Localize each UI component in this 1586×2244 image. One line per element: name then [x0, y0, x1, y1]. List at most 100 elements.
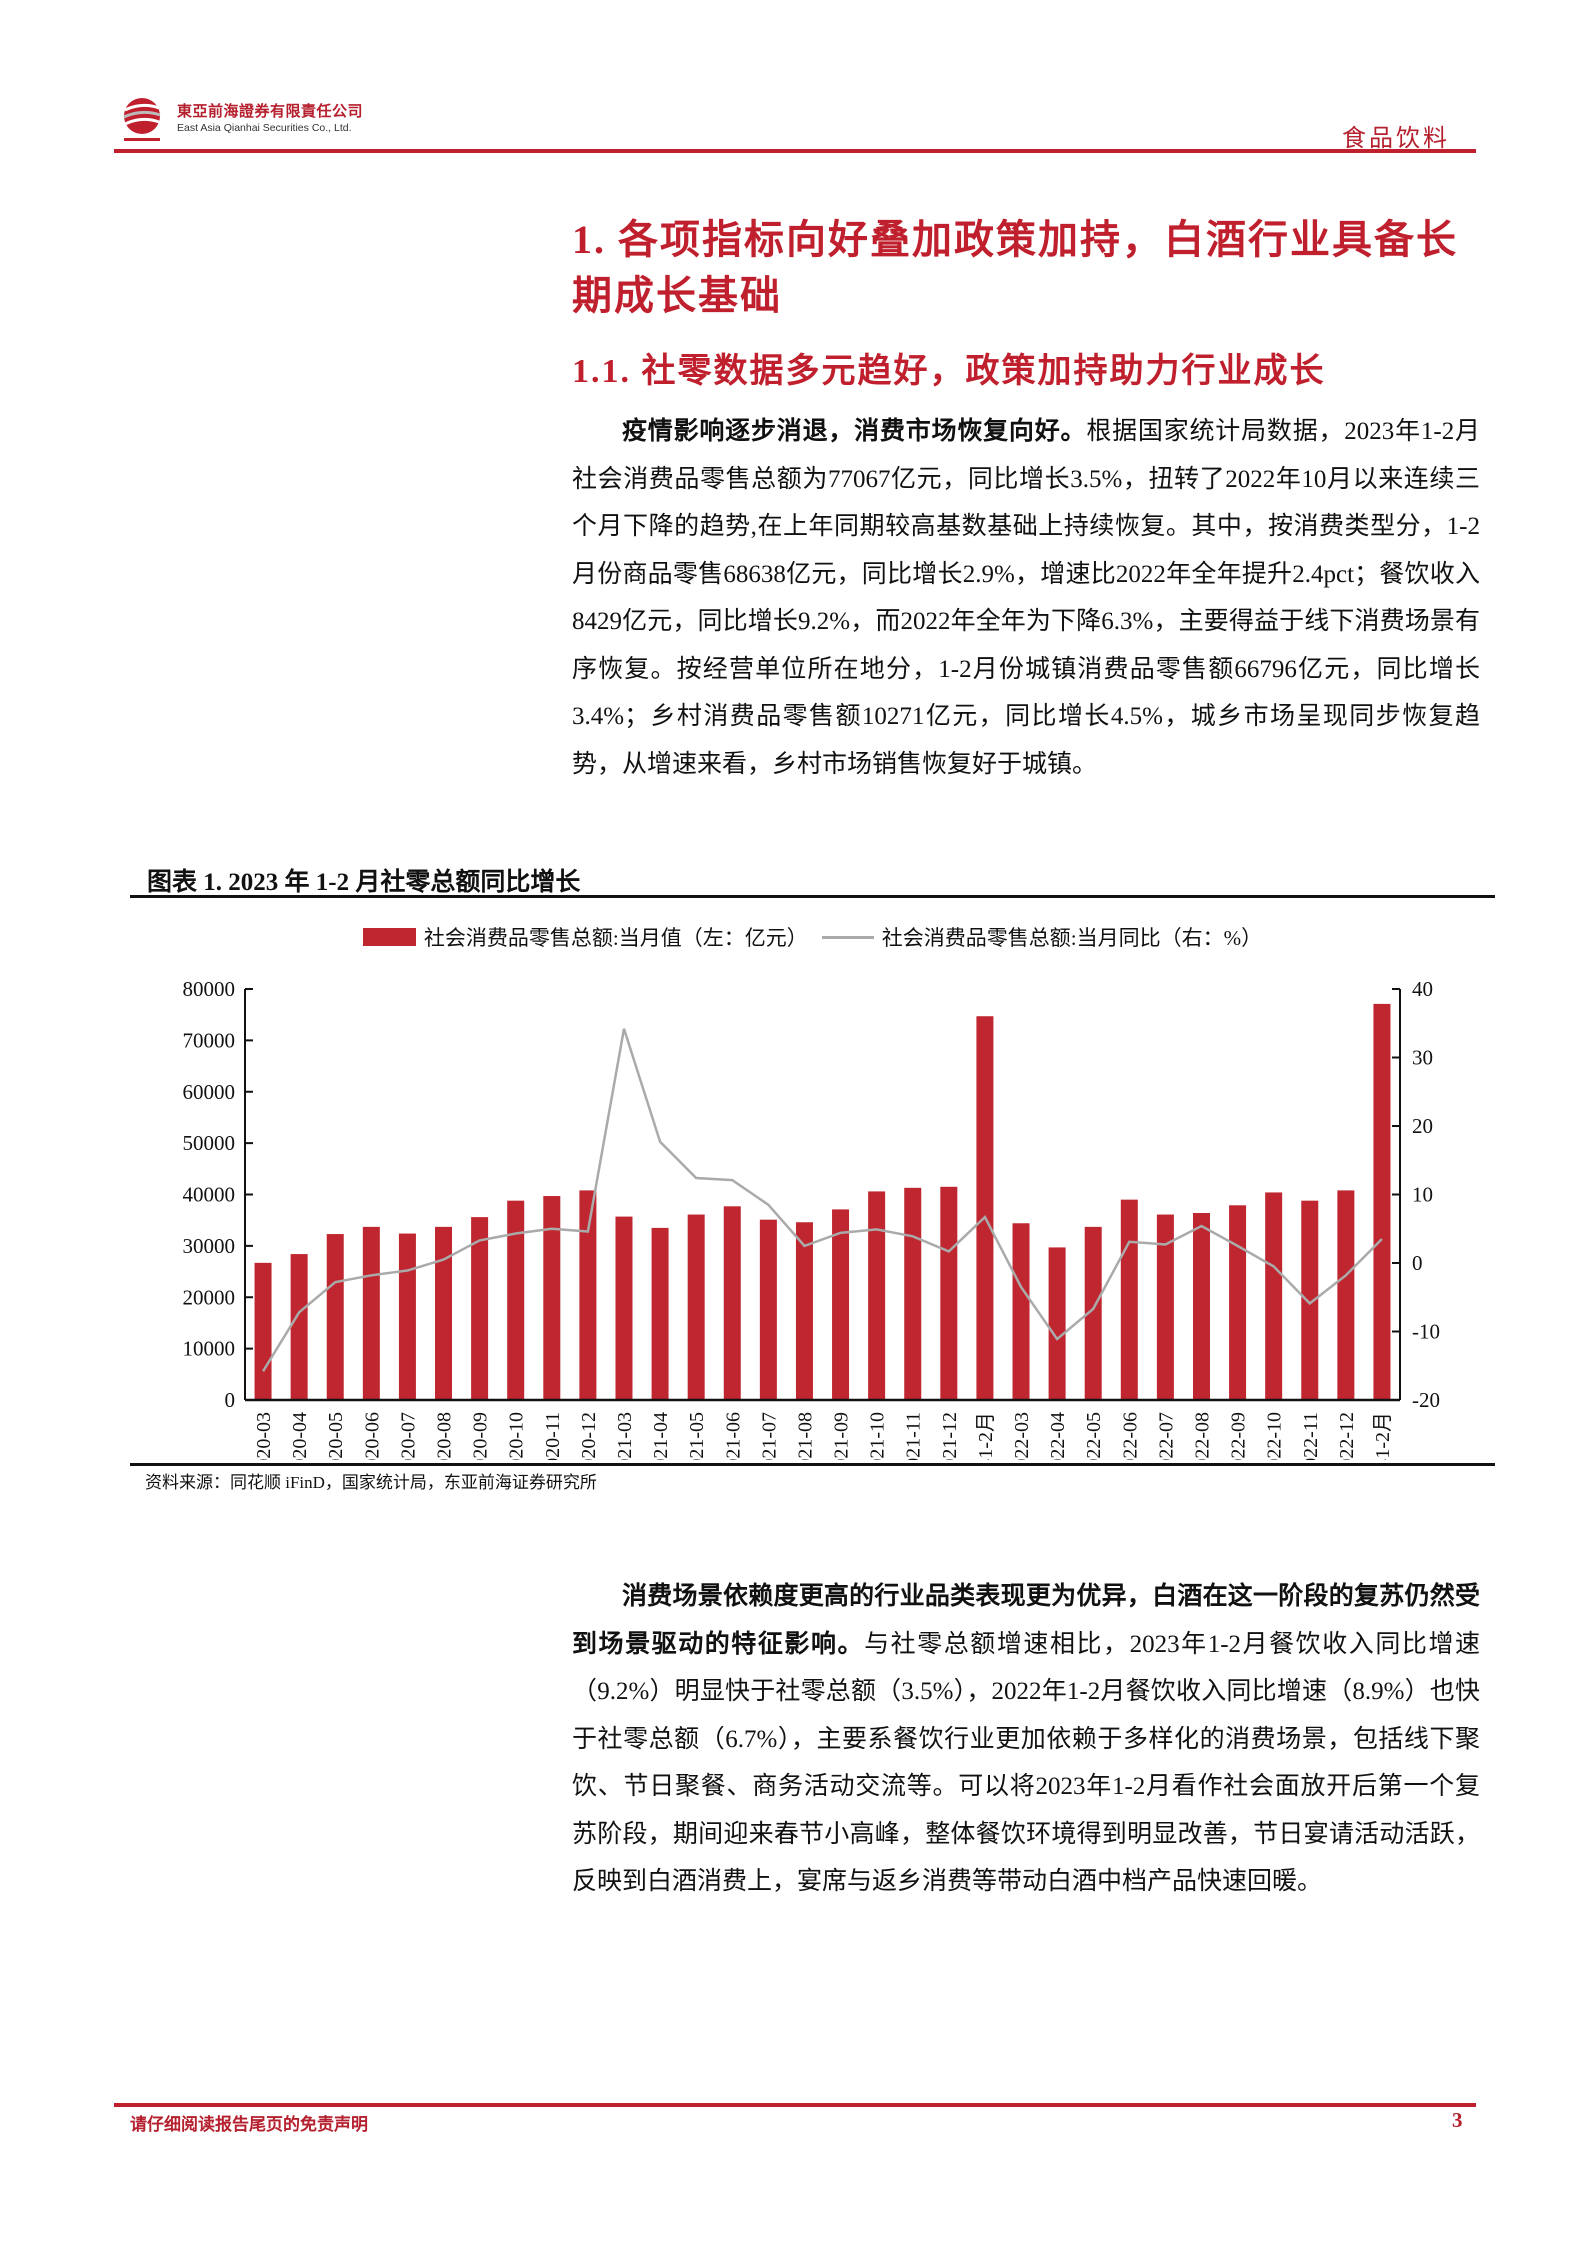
paragraph-1-lead: 疫情影响逐步消退，消费市场恢复向好。: [622, 418, 1087, 445]
bar: [1229, 1205, 1247, 1400]
sector-label: 食品饮料: [1342, 126, 1450, 152]
figure-top-rule: [130, 895, 1495, 898]
left-tick-label: 60000: [183, 1080, 236, 1104]
x-tick-label: 2022-09: [1228, 1412, 1250, 1460]
x-tick-label: 2020-07: [397, 1412, 419, 1460]
figure-title: 图表 1. 2023 年 1-2 月社零总额同比增长: [147, 869, 581, 896]
header-divider: [114, 149, 1476, 153]
x-tick-label: 2022-10: [1264, 1412, 1286, 1460]
bar: [976, 1016, 994, 1400]
company-name-en: East Asia Qianhai Securities Co., Ltd.: [177, 122, 352, 134]
x-tick-label: 2020-08: [434, 1412, 456, 1460]
x-tick-label: 2021-10: [867, 1412, 889, 1460]
x-tick-label: 2020-04: [289, 1412, 311, 1460]
x-tick-label: 2021-05: [686, 1412, 708, 1460]
paragraph-2-lead: 消费场景依赖度更高的行业品类表现更为优异，白酒在这一阶段的复苏仍然受到场景驱动的…: [572, 1583, 1480, 1658]
bar: [398, 1233, 416, 1400]
x-tick-label: 2022-03: [1011, 1412, 1033, 1460]
x-tick-label: 2020-11: [542, 1412, 564, 1460]
x-tick-label: 2022-06: [1119, 1412, 1141, 1460]
x-tick-label: 2023年1-2月: [1371, 1412, 1394, 1460]
paragraph-2-body: 与社零总额增速相比，2023年1-2月餐饮收入同比增速（9.2%）明显快于社零总…: [572, 1630, 1480, 1896]
bar: [471, 1217, 489, 1400]
left-tick-label: 0: [225, 1388, 236, 1412]
bar: [651, 1227, 669, 1400]
chart-legend: 社会消费品零售总额:当月值（左：亿元） 社会消费品零售总额:当月同比（右：%）: [130, 922, 1495, 952]
x-tick-label: 2021-07: [758, 1412, 780, 1460]
disclaimer-link[interactable]: 请仔细阅读报告尾页的免责声明: [130, 2115, 368, 2134]
legend-bar-swatch: [362, 928, 416, 946]
bar: [435, 1226, 453, 1400]
bar: [1156, 1214, 1174, 1400]
x-tick-label: 2021-08: [794, 1412, 816, 1460]
company-name-cn: 東亞前海證券有限責任公司: [177, 102, 364, 120]
x-tick-label: 2021-09: [831, 1412, 853, 1460]
bar: [904, 1187, 922, 1400]
bar: [687, 1214, 705, 1400]
bar: [362, 1226, 380, 1400]
bar: [940, 1186, 958, 1400]
bar: [1048, 1247, 1066, 1400]
bar: [1084, 1226, 1102, 1400]
bar: [1120, 1199, 1138, 1400]
bar: [759, 1219, 777, 1400]
bar: [326, 1234, 344, 1400]
footer-divider: [114, 2103, 1476, 2107]
figure-bottom-rule: [130, 1463, 1495, 1466]
bar: [832, 1209, 850, 1400]
bar: [290, 1254, 308, 1400]
section-heading: 1. 各项指标向好叠加政策加持，白酒行业具备长期成长基础: [572, 217, 1458, 318]
retail-sales-chart: 0 10000 20000 30000 40000 50000 60000 70000 8000…: [183, 977, 1441, 1460]
bar: [1192, 1212, 1210, 1400]
x-tick-label: 2020-10: [506, 1412, 528, 1460]
x-tick-label: 2020-12: [578, 1412, 600, 1460]
left-tick-label: 70000: [183, 1028, 236, 1052]
x-tick-label: 2021-06: [722, 1412, 744, 1460]
right-tick-label: 30: [1412, 1046, 1433, 1070]
x-tick-label: 2021-11: [903, 1412, 925, 1460]
x-tick-label: 2022-04: [1047, 1412, 1069, 1460]
right-tick-label: 0: [1412, 1251, 1423, 1275]
bar: [615, 1216, 633, 1400]
bar: [795, 1222, 813, 1400]
figure-source: 资料来源：同花顺 iFinD，国家统计局，东亚前海证券研究所: [145, 1473, 597, 1492]
x-tick-label: 2021-03: [614, 1412, 636, 1460]
legend-bar-label: 社会消费品零售总额:当月值（左：亿元）: [423, 926, 808, 950]
bar: [507, 1200, 525, 1400]
x-tick-label: 2022-08: [1191, 1412, 1213, 1460]
bar: [543, 1196, 561, 1400]
left-tick-label: 10000: [183, 1337, 236, 1361]
left-tick-label: 40000: [183, 1183, 236, 1207]
x-tick-label: 2022-07: [1155, 1412, 1177, 1460]
bar: [723, 1206, 741, 1400]
subsection-heading: 1.1. 社零数据多元趋好，政策加持助力行业成长: [572, 353, 1326, 390]
x-tick-label: 2021-12: [939, 1412, 961, 1460]
bar: [1373, 1003, 1391, 1400]
x-tick-label: 2022年1-2月: [974, 1412, 997, 1460]
left-tick-label: 30000: [183, 1234, 236, 1258]
right-tick-label: -10: [1412, 1320, 1440, 1344]
bar: [579, 1190, 597, 1400]
bar: [1012, 1223, 1030, 1400]
x-tick-label: 2022-11: [1300, 1412, 1322, 1460]
left-tick-label: 20000: [183, 1285, 236, 1309]
bar: [1301, 1200, 1319, 1400]
x-tick-label: 2022-05: [1083, 1412, 1105, 1460]
paragraph-2: 消费场景依赖度更高的行业品类表现更为优异，白酒在这一阶段的复苏仍然受到场景驱动的…: [572, 1573, 1480, 1906]
bar: [868, 1191, 886, 1400]
bar: [254, 1262, 272, 1400]
x-tick-label: 2020-09: [470, 1412, 492, 1460]
left-tick-label: 50000: [183, 1131, 236, 1155]
legend-line-swatch: [821, 935, 874, 939]
right-tick-label: 10: [1412, 1183, 1433, 1207]
bar: [1337, 1190, 1355, 1400]
right-tick-label: -20: [1412, 1388, 1440, 1412]
paragraph-1-body: 根据国家统计局数据，2023年1-2月社会消费品零售总额为77067亿元，同比增…: [572, 418, 1480, 778]
company-logo: [123, 98, 161, 141]
paragraph-1: 疫情影响逐步消退，消费市场恢复向好。根据国家统计局数据，2023年1-2月社会消…: [572, 408, 1480, 788]
legend-line-label: 社会消费品零售总额:当月同比（右：%）: [881, 926, 1263, 950]
left-tick-label: 80000: [183, 977, 236, 1001]
right-tick-label: 20: [1412, 1114, 1433, 1138]
x-tick-label: 2020-05: [325, 1412, 347, 1460]
bar: [1265, 1192, 1283, 1400]
